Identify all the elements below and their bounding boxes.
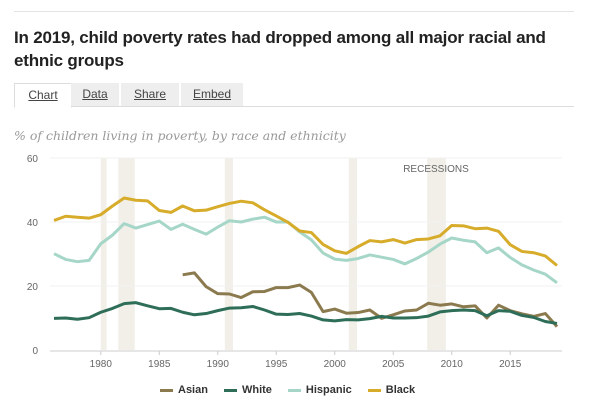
y-tick-label: 60 [27,154,39,165]
y-tick-label: 40 [27,218,39,229]
tab-bar: Chart Data Share Embed [14,83,574,108]
y-tick-label: 20 [27,282,39,293]
recession-band [348,158,357,350]
x-tick-label: 2010 [441,359,464,370]
tab-embed[interactable]: Embed [181,83,243,106]
legend-label: Hispanic [305,384,352,396]
x-tick-label: 2000 [324,359,347,370]
legend-swatch [223,388,237,392]
x-tick-label: 2015 [499,359,522,370]
top-rule [14,11,574,12]
recession-band [100,158,107,350]
series-line-asian [182,271,559,328]
legend-swatch [287,388,301,392]
legend-white: White [223,384,272,396]
series-line-hispanic [53,215,558,285]
series-line-white [53,301,558,325]
legend-label: Black [385,384,416,396]
legend: Asian White Hispanic Black [160,384,415,396]
legend-label: White [241,384,272,396]
x-tick-label: 1990 [207,359,230,370]
legend-label: Asian [178,384,208,396]
tab-share[interactable]: Share [121,83,179,106]
x-tick-label: 1995 [265,359,288,370]
series-line-black [53,196,558,267]
x-tick-label: 1980 [90,359,113,370]
legend-black: Black [367,384,416,396]
recession-band [224,158,233,350]
legend-swatch [160,388,173,392]
tab-chart[interactable]: Chart [14,83,72,108]
legend-swatch [367,388,381,392]
recession-band [427,158,446,350]
recessions-annotation: RECESSIONS [403,164,469,175]
chart-subtitle: % of children living in poverty, by race… [14,128,346,143]
chart-title: In 2019, child poverty rates had dropped… [14,28,546,70]
recession-band [118,158,135,350]
y-tick-label: 0 [32,346,38,357]
legend-asian: Asian [160,384,208,396]
tab-data[interactable]: Data [71,83,119,106]
x-tick-label: 1985 [148,359,171,370]
x-tick-label: 2005 [382,359,405,370]
legend-hispanic: Hispanic [287,384,352,396]
